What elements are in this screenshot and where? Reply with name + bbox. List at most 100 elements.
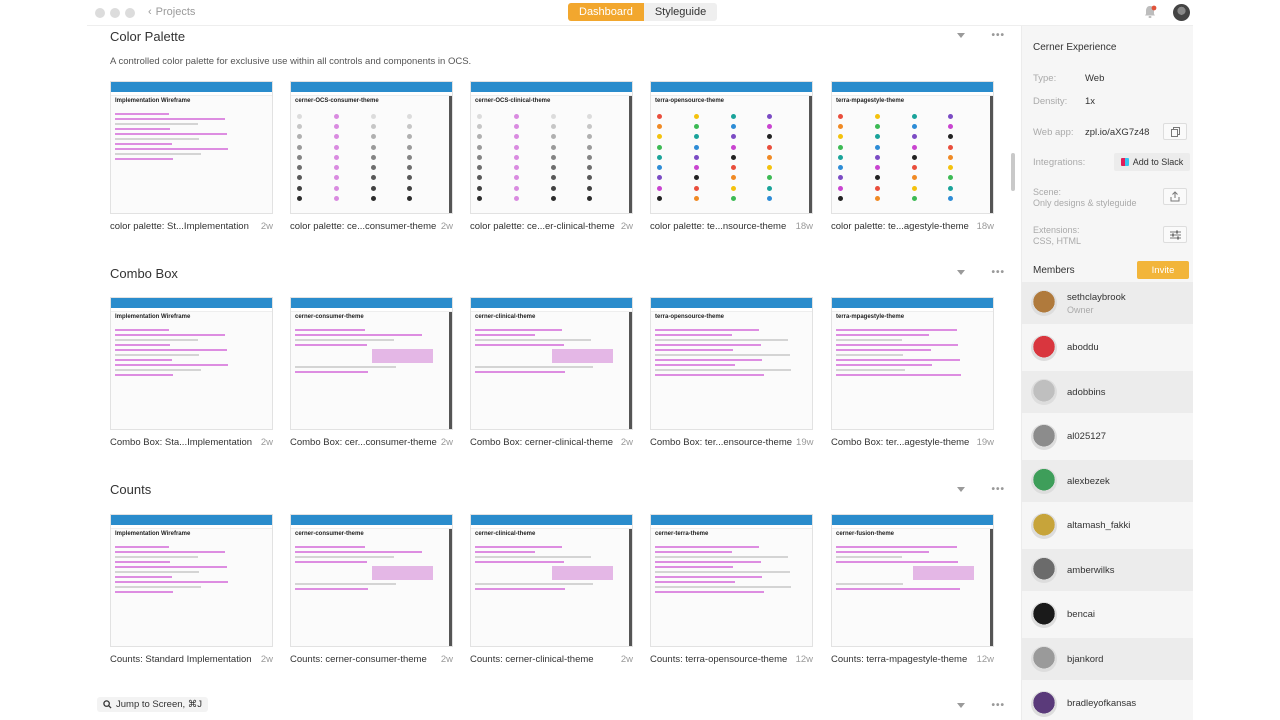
- scene-block: Scene: Only designs & styleguide: [1033, 187, 1137, 209]
- screen-thumbnail[interactable]: cerner-terra-theme: [650, 514, 813, 647]
- member-item[interactable]: al025127: [1022, 416, 1193, 458]
- scrollbar-thumb[interactable]: [1011, 153, 1015, 191]
- member-item[interactable]: bjankord: [1022, 638, 1193, 680]
- member-item[interactable]: bencai: [1022, 594, 1193, 636]
- screen-thumbnail[interactable]: terra-opensource-theme: [650, 297, 813, 430]
- screen-card[interactable]: Implementation Wireframe Counts: Standard…: [110, 514, 273, 665]
- collapse-section-icon[interactable]: [957, 270, 966, 275]
- screen-thumbnail[interactable]: cerner-clinical-theme: [470, 514, 633, 647]
- screen-thumbnail[interactable]: cerner-OCS-consumer-theme: [290, 81, 453, 214]
- thumbnail-title: Implementation Wireframe: [115, 531, 191, 537]
- screen-card[interactable]: cerner-clinical-theme Counts: cerner-clin…: [470, 514, 633, 665]
- back-label: Projects: [155, 6, 196, 18]
- thumbnail-title: cerner-fusion-theme: [836, 531, 895, 537]
- invite-button[interactable]: Invite: [1137, 261, 1189, 279]
- thumbnail-title: cerner-consumer-theme: [295, 531, 364, 537]
- thumbnail-title: cerner-OCS-clinical-theme: [475, 98, 551, 104]
- member-item[interactable]: adobbins: [1022, 371, 1193, 413]
- screen-age: 18w: [795, 221, 813, 232]
- screen-caption: Counts: terra-opensource-theme 12w: [650, 654, 813, 665]
- screen-card[interactable]: cerner-OCS-consumer-theme color palette: …: [290, 81, 453, 232]
- member-name: altamash_fakki: [1067, 520, 1131, 531]
- extensions-block: Extensions: CSS, HTML: [1033, 225, 1081, 247]
- member-item[interactable]: altamash_fakki: [1022, 505, 1193, 547]
- collapse-section-icon[interactable]: [957, 487, 966, 492]
- thumbnail-title: cerner-clinical-theme: [475, 531, 536, 537]
- screen-card[interactable]: terra-opensource-theme color palette: te.…: [650, 81, 813, 232]
- collapse-section-icon[interactable]: [957, 33, 966, 38]
- screen-thumbnail[interactable]: terra-mpagestyle-theme: [831, 81, 994, 214]
- search-icon: [103, 700, 112, 709]
- extensions-value: CSS, HTML: [1033, 236, 1082, 246]
- member-item[interactable]: sethclaybrook Owner: [1022, 282, 1193, 324]
- zoom-window-button[interactable]: [125, 8, 135, 18]
- screen-card[interactable]: cerner-OCS-clinical-theme color palette: …: [470, 81, 633, 232]
- webapp-row: Web app: zpl.io/aXG7z48: [1033, 127, 1149, 138]
- screen-thumbnail[interactable]: cerner-fusion-theme: [831, 514, 994, 647]
- member-item[interactable]: bradleyofkansas: [1022, 683, 1193, 720]
- section-controls: •••: [957, 700, 1005, 711]
- member-avatar: [1031, 601, 1057, 628]
- tab-styleguide[interactable]: Styleguide: [643, 3, 718, 21]
- member-role: Owner: [1067, 304, 1094, 315]
- more-options-icon[interactable]: •••: [991, 700, 1005, 711]
- copy-link-button[interactable]: [1163, 123, 1187, 140]
- back-to-projects-link[interactable]: ‹ Projects: [148, 6, 195, 18]
- minimize-window-button[interactable]: [110, 8, 120, 18]
- more-options-icon[interactable]: •••: [991, 267, 1005, 278]
- screen-name: Combo Box: ter...ensource-theme: [650, 437, 793, 448]
- screen-card[interactable]: cerner-consumer-theme Counts: cerner-cons…: [290, 514, 453, 665]
- collapse-section-icon[interactable]: [957, 703, 966, 708]
- member-avatar: [1031, 468, 1057, 494]
- member-item[interactable]: amberwilks: [1022, 549, 1193, 591]
- members-heading: Members: [1033, 265, 1075, 276]
- add-to-slack-button[interactable]: Add to Slack: [1114, 153, 1190, 171]
- screen-age: 2w: [260, 221, 273, 232]
- member-item[interactable]: alexbezek: [1022, 460, 1193, 502]
- screen-thumbnail[interactable]: Implementation Wireframe: [110, 514, 273, 647]
- screen-card[interactable]: Implementation Wireframe Combo Box: Sta..…: [110, 297, 273, 448]
- user-avatar[interactable]: [1173, 4, 1190, 21]
- more-options-icon[interactable]: •••: [991, 484, 1005, 495]
- screen-thumbnail[interactable]: cerner-OCS-clinical-theme: [470, 81, 633, 214]
- notifications-bell-icon[interactable]: [1143, 5, 1157, 19]
- tab-dashboard[interactable]: Dashboard: [568, 3, 644, 21]
- slack-icon: [1120, 158, 1129, 166]
- member-avatar: [1031, 379, 1057, 405]
- screen-card[interactable]: cerner-consumer-theme Combo Box: cer...co…: [290, 297, 453, 448]
- screen-thumbnail[interactable]: cerner-clinical-theme: [470, 297, 633, 430]
- screen-name: Counts: cerner-consumer-theme: [290, 654, 427, 665]
- screen-card[interactable]: cerner-terra-theme Counts: terra-opensour…: [650, 514, 813, 665]
- screen-thumbnail[interactable]: Implementation Wireframe: [110, 297, 273, 430]
- jump-to-screen-button[interactable]: Jump to Screen, ⌘J: [97, 697, 209, 712]
- close-window-button[interactable]: [95, 8, 105, 18]
- member-avatar: [1031, 334, 1057, 361]
- screen-card[interactable]: cerner-clinical-theme Combo Box: cerner-c…: [470, 297, 633, 448]
- share-button[interactable]: [1163, 188, 1187, 205]
- screen-card[interactable]: terra-mpagestyle-theme color palette: te.…: [831, 81, 994, 232]
- screen-card[interactable]: terra-opensource-theme Combo Box: ter...e…: [650, 297, 813, 448]
- screen-caption: Counts: terra-mpagestyle-theme 12w: [831, 654, 994, 665]
- more-options-icon[interactable]: •••: [991, 30, 1005, 41]
- screen-thumbnail[interactable]: terra-mpagestyle-theme: [831, 297, 994, 430]
- member-name: sethclaybrook: [1067, 291, 1126, 303]
- thumbnail-title: terra-opensource-theme: [655, 98, 725, 104]
- screen-thumbnail[interactable]: cerner-consumer-theme: [290, 297, 453, 430]
- screen-card[interactable]: terra-mpagestyle-theme Combo Box: ter...a…: [831, 297, 994, 448]
- member-item[interactable]: aboddu: [1022, 327, 1193, 369]
- thumbnail-title: Implementation Wireframe: [115, 314, 191, 320]
- screen-thumbnail[interactable]: Implementation Wireframe: [110, 81, 273, 214]
- density-value: 1x: [1085, 96, 1096, 107]
- screen-name: color palette: ce...er-clinical-theme: [470, 221, 615, 232]
- member-avatar: [1031, 646, 1057, 672]
- screen-card[interactable]: cerner-fusion-theme Counts: terra-mpagest…: [831, 514, 994, 665]
- scene-value: Only designs & styleguide: [1033, 198, 1137, 208]
- screen-thumbnail[interactable]: cerner-consumer-theme: [290, 514, 453, 647]
- extensions-settings-button[interactable]: [1163, 226, 1187, 243]
- screen-thumbnail[interactable]: terra-opensource-theme: [650, 81, 813, 214]
- screen-card[interactable]: Implementation Wireframe color palette: S…: [110, 81, 273, 232]
- webapp-url[interactable]: zpl.io/aXG7z48: [1085, 127, 1150, 138]
- member-avatar: [1031, 290, 1057, 316]
- screen-name: Counts: terra-mpagestyle-theme: [831, 654, 968, 665]
- right-margin: [1193, 0, 1280, 720]
